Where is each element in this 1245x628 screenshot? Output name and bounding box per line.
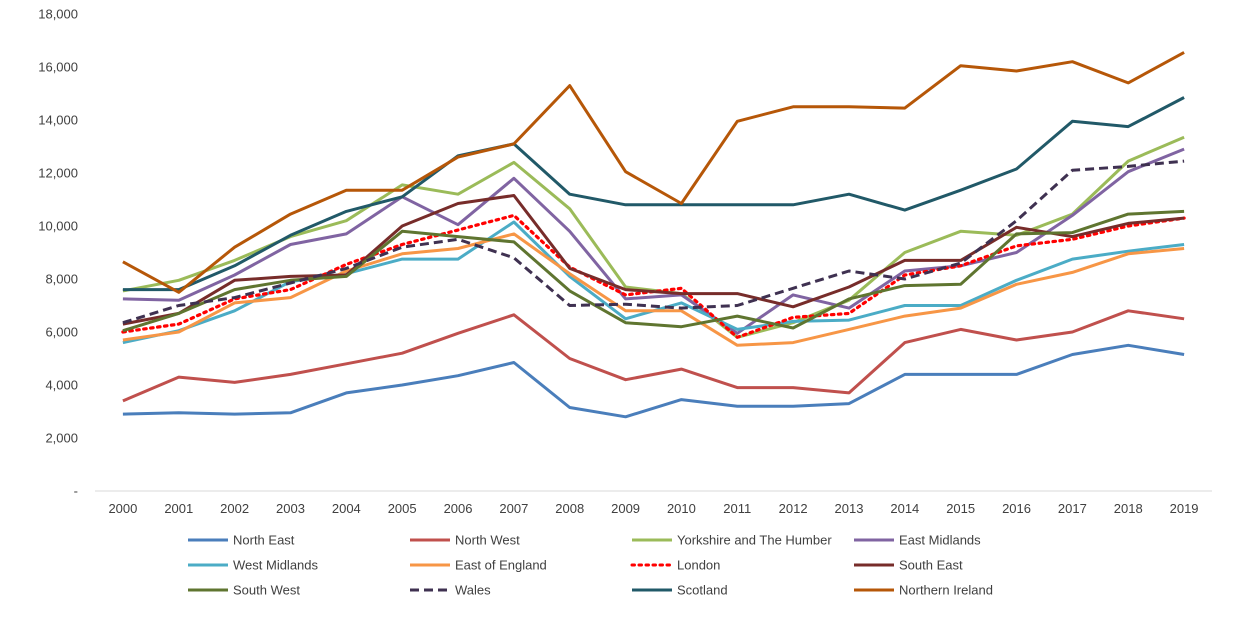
x-tick-label: 2015	[946, 501, 975, 516]
legend-item-london: London	[630, 558, 720, 573]
legend-label: London	[677, 558, 720, 573]
legend-label: East of England	[455, 558, 547, 573]
y-tick-label: 4,000	[45, 378, 78, 393]
x-tick-label: 2017	[1058, 501, 1087, 516]
x-tick-label: 2016	[1002, 501, 1031, 516]
legend-item-north-east: North East	[188, 533, 295, 548]
legend-label: Wales	[455, 583, 491, 598]
series-line-south-east	[122, 194, 1185, 326]
x-tick-label: 2001	[164, 501, 193, 516]
x-tick-label: 2009	[611, 501, 640, 516]
x-tick-label: 2014	[890, 501, 919, 516]
x-tick-label: 2003	[276, 501, 305, 516]
x-tick-label: 2010	[667, 501, 696, 516]
x-tick-label: 2005	[388, 501, 417, 516]
legend-item-wales: Wales	[410, 583, 491, 598]
legend-label: North East	[233, 533, 295, 548]
y-tick-label: 10,000	[38, 219, 78, 234]
y-tick-label: 8,000	[45, 272, 78, 287]
chart-axes: - 2,000 4,000 6,000 8,000 10,000 12,000 14,000 1…	[38, 7, 1212, 516]
legend-item-east-midlands: East Midlands	[854, 533, 981, 548]
y-tick-label: 2,000	[45, 431, 78, 446]
x-tick-label: 2019	[1170, 501, 1199, 516]
series-line-scotland	[122, 96, 1185, 292]
legend-item-north-west: North West	[410, 533, 520, 548]
legend-label: North West	[455, 533, 520, 548]
legend-label: Yorkshire and The Humber	[677, 533, 832, 548]
x-tick-label: 2002	[220, 501, 249, 516]
legend-label: Northern Ireland	[899, 583, 993, 598]
series-line-east-midlands	[122, 147, 1185, 335]
y-tick-label: 18,000	[38, 7, 78, 22]
legend-label: South West	[233, 583, 300, 598]
y-tick-label: 12,000	[38, 166, 78, 181]
x-tick-label: 2018	[1114, 501, 1143, 516]
x-tick-label: 2011	[723, 501, 751, 516]
x-tick-label: 2004	[332, 501, 361, 516]
legend-label: East Midlands	[899, 533, 981, 548]
x-tick-label: 2006	[444, 501, 473, 516]
legend-item-south-west: South West	[188, 583, 300, 598]
legend-item-west-midlands: West Midlands	[188, 558, 319, 573]
y-tick-label: 14,000	[38, 113, 78, 128]
legend-label: Scotland	[677, 583, 728, 598]
chart-series-lines	[121, 51, 1186, 419]
series-line-east-of-england	[122, 232, 1185, 347]
series-line-north-east	[122, 343, 1185, 419]
legend-item-east-of-england: East of England	[410, 558, 547, 573]
y-tick-label: 16,000	[38, 60, 78, 75]
legend-item-northern-ireland: Northern Ireland	[854, 583, 993, 598]
legend-label: South East	[899, 558, 963, 573]
series-line-north-west	[122, 309, 1185, 403]
legend-label: West Midlands	[233, 558, 319, 573]
x-tick-label: 2007	[499, 501, 528, 516]
legend-item-scotland: Scotland	[632, 583, 728, 598]
legend-item-south-east: South East	[854, 558, 963, 573]
x-tick-label: 2008	[555, 501, 584, 516]
x-tick-label: 2012	[779, 501, 808, 516]
series-line-wales	[122, 159, 1185, 325]
y-tick-label: 6,000	[45, 325, 78, 340]
series-line-northern-ireland	[122, 51, 1185, 294]
y-tick-label: -	[74, 484, 78, 499]
legend-item-yorkshire-and-the-humber: Yorkshire and The Humber	[632, 533, 832, 548]
x-tick-label: 2000	[108, 501, 137, 516]
x-tick-label: 2013	[835, 501, 864, 516]
chart-legend: North East North West Yorkshire and The Hu…	[188, 533, 993, 598]
